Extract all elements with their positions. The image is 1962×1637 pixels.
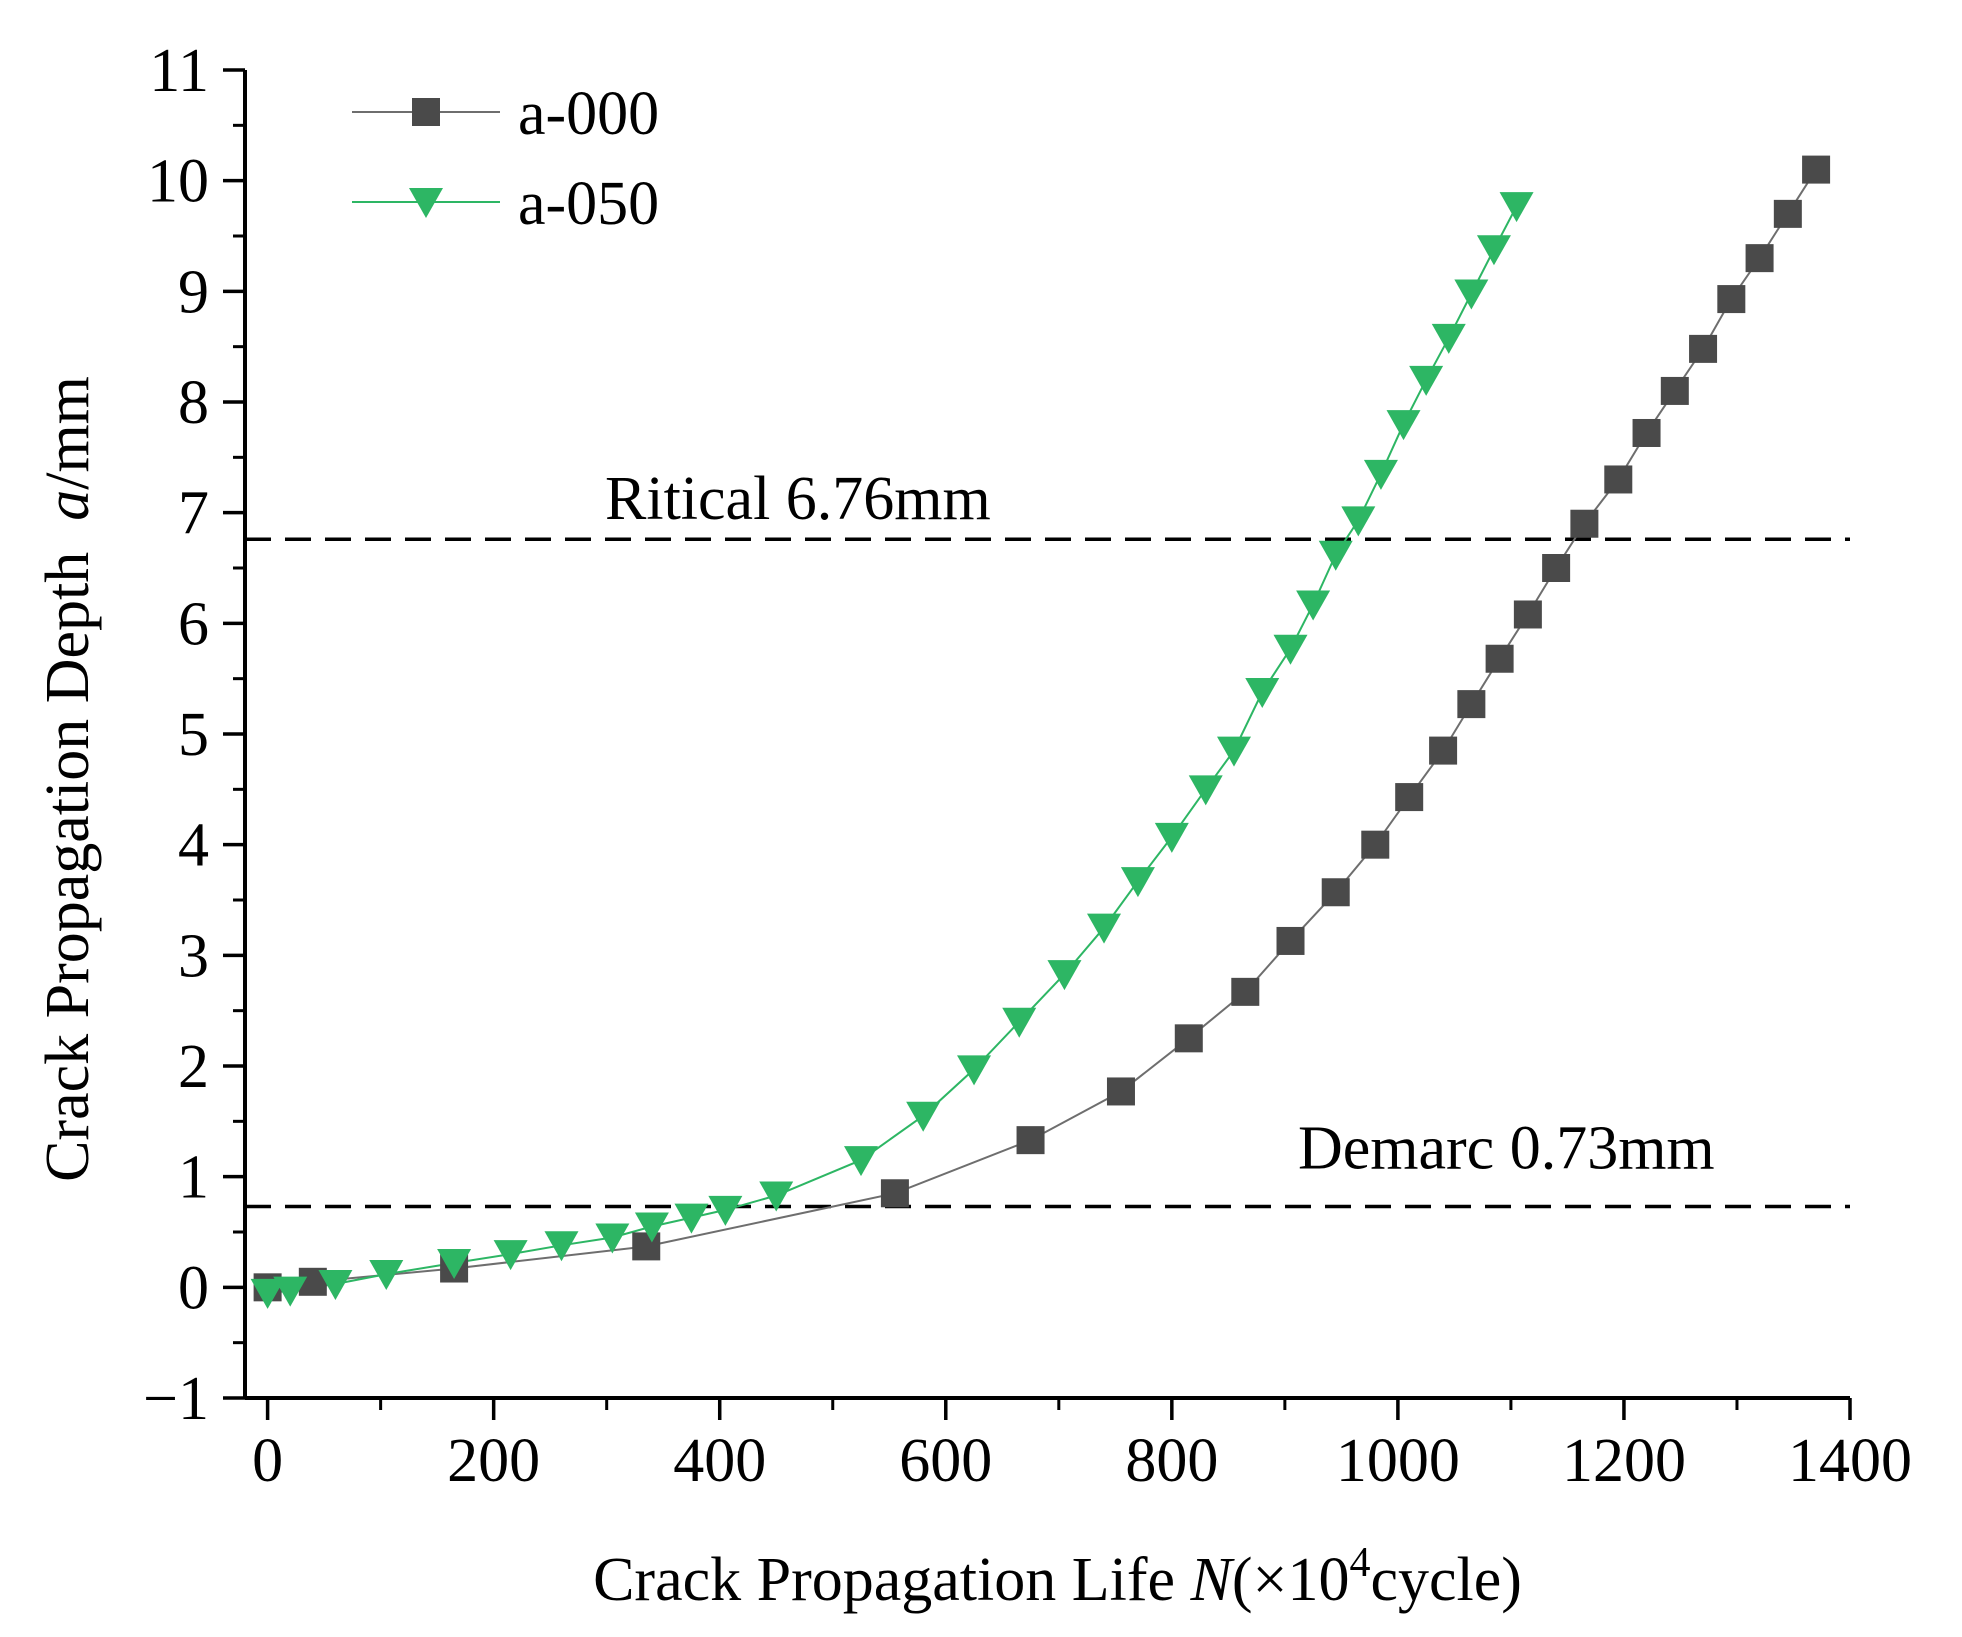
point-a-050 [708, 1195, 743, 1226]
y-tick-label: −1 [143, 1365, 209, 1433]
legend-marker-a-050 [409, 188, 443, 218]
reference-label-critical: Ritical 6.76mm [605, 465, 991, 533]
x-axis-title-unit-post: cycle) [1370, 1546, 1521, 1614]
x-axis-title: Crack Propagation Life N(×104cycle) [593, 1540, 1522, 1614]
point-a-050 [437, 1248, 472, 1279]
y-tick-label: 7 [178, 480, 209, 548]
y-tick-label: 2 [178, 1033, 209, 1101]
point-a-050 [1154, 822, 1189, 853]
point-a-000 [632, 1232, 661, 1261]
point-a-050 [1499, 192, 1534, 223]
point-a-000 [1429, 736, 1458, 765]
series-line-a-050 [267, 205, 1518, 1294]
point-a-000 [1361, 830, 1390, 859]
y-tick-label: 6 [178, 590, 209, 658]
point-a-000 [1106, 1077, 1135, 1106]
point-a-000 [880, 1179, 909, 1208]
point-a-050 [634, 1212, 669, 1243]
y-tick-label: 1 [178, 1144, 209, 1212]
point-a-000 [1016, 1126, 1045, 1155]
point-a-000 [1802, 155, 1831, 184]
point-a-000 [1542, 554, 1571, 582]
point-a-050 [1120, 867, 1155, 898]
x-axis-title-var: N [1190, 1546, 1236, 1614]
point-a-000 [1604, 465, 1633, 494]
point-a-050 [674, 1203, 709, 1234]
point-a-050 [1245, 677, 1280, 708]
y-axis-title: Crack Propagation Depth a/mm [34, 376, 102, 1182]
x-tick-label: 0 [252, 1427, 283, 1495]
point-a-000 [1570, 509, 1599, 538]
point-a-050 [1409, 365, 1444, 396]
point-a-000 [1513, 600, 1542, 629]
point-a-050 [544, 1231, 579, 1262]
x-axis-title-superscript: 4 [1349, 1540, 1370, 1586]
point-a-050 [1363, 459, 1398, 490]
point-a-000 [1660, 376, 1689, 405]
point-a-000 [1276, 926, 1305, 955]
point-a-050 [1188, 775, 1223, 806]
point-a-050 [1296, 590, 1331, 621]
x-axis-title-unit-pre: (×10 [1232, 1546, 1350, 1614]
point-a-050 [844, 1146, 879, 1177]
point-a-050 [493, 1240, 528, 1271]
x-tick-label: 600 [899, 1427, 992, 1495]
point-a-000 [1632, 418, 1661, 447]
x-axis-title-main: Crack Propagation Life [593, 1546, 1190, 1614]
point-a-000 [1457, 690, 1486, 719]
point-a-000 [1231, 977, 1260, 1006]
point-a-050 [1087, 913, 1122, 944]
y-tick-label: 0 [178, 1254, 209, 1322]
point-a-050 [1431, 323, 1466, 354]
point-a-050 [1216, 736, 1251, 767]
legend-label-a-000: a-000 [518, 80, 659, 148]
y-tick-label: 9 [178, 258, 209, 326]
x-tick-label: 200 [447, 1427, 540, 1495]
x-tick-label: 1200 [1562, 1427, 1686, 1495]
x-tick-label: 400 [673, 1427, 766, 1495]
point-a-050 [759, 1181, 794, 1212]
y-tick-label: 5 [178, 701, 209, 769]
point-a-050 [1002, 1007, 1037, 1038]
y-axis-title-unit: /mm [34, 376, 102, 490]
reference-label-demarc: Demarc 0.73mm [1298, 1115, 1715, 1183]
y-axis-title-main: Crack Propagation Depth [34, 521, 102, 1182]
point-a-050 [369, 1260, 404, 1291]
point-a-050 [273, 1276, 308, 1307]
point-a-000 [1689, 334, 1718, 363]
point-a-050 [595, 1223, 630, 1254]
legend: a-000 a-050 [352, 80, 659, 238]
legend-marker-a-000 [412, 98, 440, 126]
y-axis-title-var: a [34, 490, 102, 521]
x-tick-label: 1000 [1336, 1427, 1460, 1495]
y-tick-label: 8 [178, 369, 209, 437]
point-a-050 [1318, 540, 1353, 571]
point-a-050 [906, 1101, 941, 1132]
point-a-050 [1386, 410, 1421, 441]
point-a-050 [1454, 279, 1489, 310]
point-a-000 [1717, 285, 1746, 314]
y-tick-label: 11 [149, 37, 209, 105]
point-a-050 [250, 1278, 285, 1309]
y-tick-label: 3 [178, 922, 209, 990]
point-a-000 [1773, 199, 1802, 228]
point-a-050 [318, 1270, 353, 1301]
point-a-000 [1321, 878, 1350, 907]
x-tick-label: 800 [1125, 1427, 1218, 1495]
point-a-000 [1174, 1024, 1203, 1053]
point-a-050 [1476, 235, 1511, 266]
x-tick-label: 1400 [1788, 1427, 1912, 1495]
y-tick-label: 4 [178, 812, 209, 880]
point-a-000 [1485, 644, 1514, 673]
y-tick-label: 10 [147, 148, 209, 216]
legend-label-a-050: a-050 [518, 170, 659, 238]
point-a-050 [1341, 506, 1376, 537]
point-a-050 [1273, 634, 1308, 665]
point-a-050 [1047, 960, 1082, 991]
point-a-000 [1395, 783, 1424, 812]
point-a-050 [957, 1055, 992, 1086]
point-a-000 [1745, 244, 1774, 273]
